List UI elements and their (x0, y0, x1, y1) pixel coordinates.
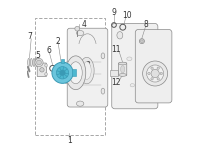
Ellipse shape (121, 66, 125, 73)
Bar (110, 70, 118, 76)
Text: 2: 2 (56, 37, 60, 46)
Ellipse shape (76, 31, 84, 36)
Ellipse shape (45, 73, 47, 76)
Text: 6: 6 (47, 46, 52, 55)
Ellipse shape (66, 56, 86, 90)
Circle shape (147, 65, 164, 82)
Text: 8: 8 (144, 20, 149, 30)
Ellipse shape (127, 57, 132, 61)
Ellipse shape (76, 101, 84, 106)
Circle shape (52, 62, 73, 83)
Text: 5: 5 (36, 51, 40, 60)
Ellipse shape (79, 57, 94, 84)
Ellipse shape (45, 64, 47, 67)
FancyBboxPatch shape (37, 63, 46, 77)
Circle shape (151, 69, 159, 78)
Text: 10: 10 (122, 11, 132, 20)
Circle shape (75, 26, 80, 31)
Ellipse shape (130, 84, 135, 87)
FancyBboxPatch shape (67, 28, 108, 107)
Circle shape (139, 39, 144, 44)
Bar (72, 69, 76, 76)
Circle shape (60, 70, 65, 75)
Text: 12: 12 (111, 78, 121, 87)
Circle shape (58, 62, 80, 84)
Text: 9: 9 (112, 8, 116, 17)
Ellipse shape (69, 62, 82, 84)
Bar (35, 18, 105, 135)
Circle shape (141, 40, 143, 42)
Ellipse shape (120, 71, 124, 76)
Circle shape (37, 60, 41, 65)
Circle shape (157, 67, 159, 69)
Circle shape (151, 78, 153, 80)
Circle shape (148, 72, 150, 75)
Circle shape (160, 72, 162, 75)
Circle shape (56, 67, 69, 79)
Ellipse shape (119, 62, 127, 65)
Circle shape (143, 61, 168, 86)
Text: 11: 11 (111, 45, 121, 55)
Text: 4: 4 (82, 20, 86, 29)
Circle shape (40, 68, 44, 72)
Bar (61, 59, 64, 63)
Ellipse shape (30, 59, 32, 67)
Circle shape (157, 78, 159, 80)
Circle shape (61, 65, 77, 80)
Ellipse shape (28, 59, 30, 67)
Ellipse shape (101, 53, 105, 59)
Ellipse shape (36, 59, 38, 67)
Text: 1: 1 (67, 136, 72, 145)
Ellipse shape (82, 62, 91, 79)
Circle shape (151, 67, 153, 69)
Ellipse shape (101, 88, 105, 94)
Ellipse shape (117, 32, 123, 39)
FancyBboxPatch shape (112, 24, 158, 109)
FancyBboxPatch shape (135, 30, 172, 103)
Ellipse shape (119, 74, 127, 76)
Text: 7: 7 (27, 32, 32, 41)
Text: 3: 3 (85, 61, 90, 70)
Circle shape (35, 58, 43, 67)
Ellipse shape (33, 59, 35, 67)
FancyBboxPatch shape (119, 63, 127, 76)
